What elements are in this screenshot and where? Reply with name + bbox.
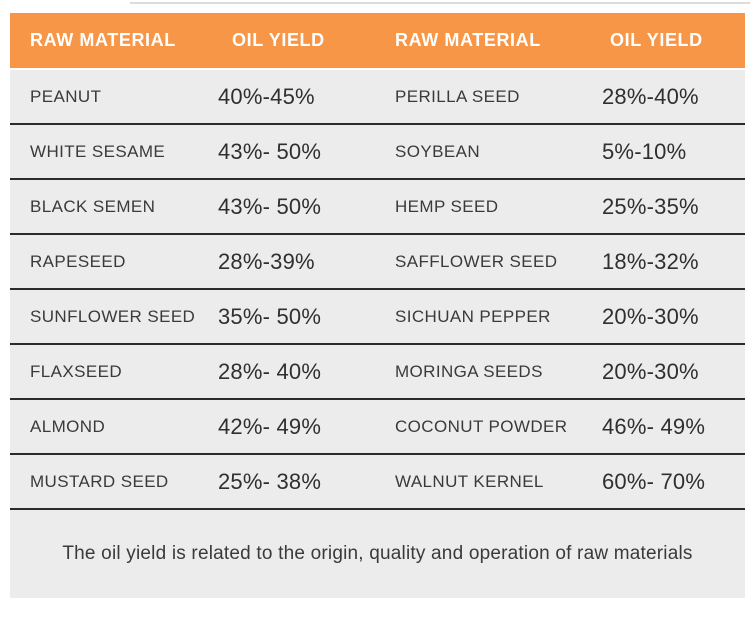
material-cell: SUNFLOWER SEED	[30, 306, 196, 326]
yield-cell: 60%- 70%	[602, 468, 706, 494]
yield-cell: 40%-45%	[218, 83, 315, 109]
yield-cell: 5%-10%	[602, 138, 687, 164]
yield-cell: 28%-40%	[602, 83, 699, 109]
header-raw-material-right: RAW MATERIAL	[395, 30, 541, 50]
header-oil-yield-left: OIL YIELD	[232, 30, 325, 50]
table-row: RAPESEED 28%-39% SAFFLOWER SEED 18%-32%	[10, 235, 745, 290]
material-cell: SAFFLOWER SEED	[395, 251, 558, 271]
table-row: SUNFLOWER SEED 35%- 50% SICHUAN PEPPER 2…	[10, 290, 745, 345]
table-row: FLAXSEED 28%- 40% MORINGA SEEDS 20%-30%	[10, 345, 745, 400]
table-row: WHITE SESAME 43%- 50% SOYBEAN 5%-10%	[10, 125, 745, 180]
material-cell: HEMP SEED	[395, 196, 499, 216]
table-body: PEANUT 40%-45% PERILLA SEED 28%-40% WHIT…	[10, 70, 745, 510]
yield-cell: 43%- 50%	[218, 138, 322, 164]
yield-cell: 28%-39%	[218, 248, 315, 274]
material-cell: SOYBEAN	[395, 141, 480, 161]
table-row: ALMOND 42%- 49% COCONUT POWDER 46%- 49%	[10, 400, 745, 455]
oil-yield-table: RAW MATERIAL OIL YIELD RAW MATERIAL OIL …	[10, 13, 745, 598]
material-cell: WHITE SESAME	[30, 141, 166, 161]
material-cell: SICHUAN PEPPER	[395, 306, 551, 326]
table-row: PEANUT 40%-45% PERILLA SEED 28%-40%	[10, 70, 745, 125]
yield-cell: 20%-30%	[602, 303, 699, 329]
yield-cell: 35%- 50%	[218, 303, 322, 329]
yield-cell: 43%- 50%	[218, 193, 322, 219]
material-cell: PERILLA SEED	[395, 86, 520, 106]
material-cell: MUSTARD SEED	[30, 471, 169, 491]
material-cell: RAPESEED	[30, 251, 126, 271]
material-cell: WALNUT KERNEL	[395, 471, 544, 491]
footer-note-text: The oil yield is related to the origin, …	[62, 543, 693, 564]
material-cell: COCONUT POWDER	[395, 416, 568, 436]
yield-cell: 42%- 49%	[218, 413, 322, 439]
yield-cell: 46%- 49%	[602, 413, 706, 439]
material-cell: BLACK SEMEN	[30, 196, 156, 216]
header-oil-yield-right: OIL YIELD	[610, 30, 703, 50]
yield-cell: 28%- 40%	[218, 358, 322, 384]
table-row: BLACK SEMEN 43%- 50% HEMP SEED 25%-35%	[10, 180, 745, 235]
material-cell: ALMOND	[30, 416, 106, 436]
yield-cell: 25%-35%	[602, 193, 699, 219]
yield-cell: 20%-30%	[602, 358, 699, 384]
table-header-row: RAW MATERIAL OIL YIELD RAW MATERIAL OIL …	[10, 13, 745, 68]
yield-cell: 18%-32%	[602, 248, 699, 274]
material-cell: PEANUT	[30, 86, 102, 106]
material-cell: FLAXSEED	[30, 361, 123, 381]
table-row: MUSTARD SEED 25%- 38% WALNUT KERNEL 60%-…	[10, 455, 745, 510]
footer-note: The oil yield is related to the origin, …	[10, 510, 745, 598]
header-raw-material-left: RAW MATERIAL	[30, 30, 176, 50]
material-cell: MORINGA SEEDS	[395, 361, 543, 381]
top-border-line	[130, 2, 750, 4]
yield-cell: 25%- 38%	[218, 468, 322, 494]
